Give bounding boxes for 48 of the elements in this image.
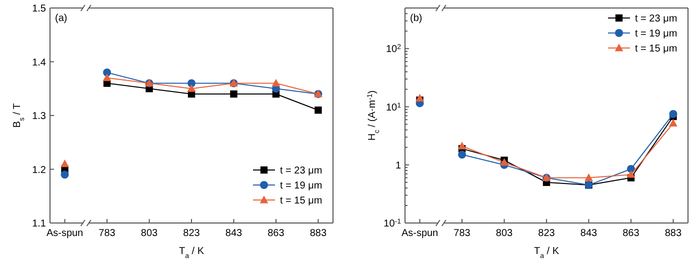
point [102, 73, 112, 82]
y-tick-label: 10$^{2}$ [386, 44, 402, 56]
point [626, 170, 636, 178]
legend-label: t = 19 μm [635, 28, 678, 40]
y-tick-label: 10$^{-1}$ [384, 218, 402, 230]
x-tick-label: 843 [225, 228, 243, 239]
point [416, 94, 424, 102]
legend-label: t = 23 μm [280, 166, 322, 176]
x-axis-title: T$_{a}$ / K [534, 246, 560, 260]
y-tick-label: 1.1 [32, 218, 46, 230]
x-tick-label: 883 [664, 228, 682, 239]
annotation: (a) [55, 13, 68, 24]
legend-label: t = 15 μm [635, 44, 678, 54]
x-axis-title: T$_{a}$ / K [178, 246, 204, 260]
point [584, 173, 593, 181]
legend-label: t = 23 μm [635, 14, 678, 24]
y-tick-label: 1.3 [32, 111, 46, 122]
x-tick-label: 823 [183, 228, 200, 239]
point [272, 78, 280, 86]
x-tick-label: 843 [580, 228, 598, 239]
x-tick-label: 783 [98, 228, 116, 239]
legend-label: t = 19 μm [280, 180, 322, 192]
x-tick-label: 803 [140, 228, 158, 239]
legend-label: t = 15 μm [280, 196, 322, 206]
point [230, 90, 238, 98]
point [187, 84, 196, 92]
point [669, 110, 678, 118]
point [60, 170, 69, 179]
x-tick-label: 863 [268, 228, 285, 239]
point [314, 106, 322, 114]
y-tick-label: 1.5 [32, 4, 46, 14]
point [458, 142, 466, 150]
y-tick-label: 1.2 [32, 164, 46, 176]
y-tick-label: 1 [395, 160, 402, 172]
point [60, 159, 69, 168]
x-tick-label: 823 [538, 228, 556, 239]
x-tick-label: 883 [310, 228, 327, 239]
point [103, 68, 112, 76]
y-tick-label: 1.4 [32, 57, 46, 68]
x-tick-label: As-spun [46, 228, 84, 239]
x-tick-label: 863 [622, 228, 640, 239]
y-tick-label: 10$^{1}$ [386, 102, 402, 114]
annotation: (b) [410, 13, 422, 24]
x-tick-label: 783 [454, 228, 471, 239]
x-tick-label: 803 [496, 228, 514, 239]
point [669, 118, 678, 126]
point [458, 150, 466, 159]
x-tick-label: As-spun [401, 228, 438, 239]
